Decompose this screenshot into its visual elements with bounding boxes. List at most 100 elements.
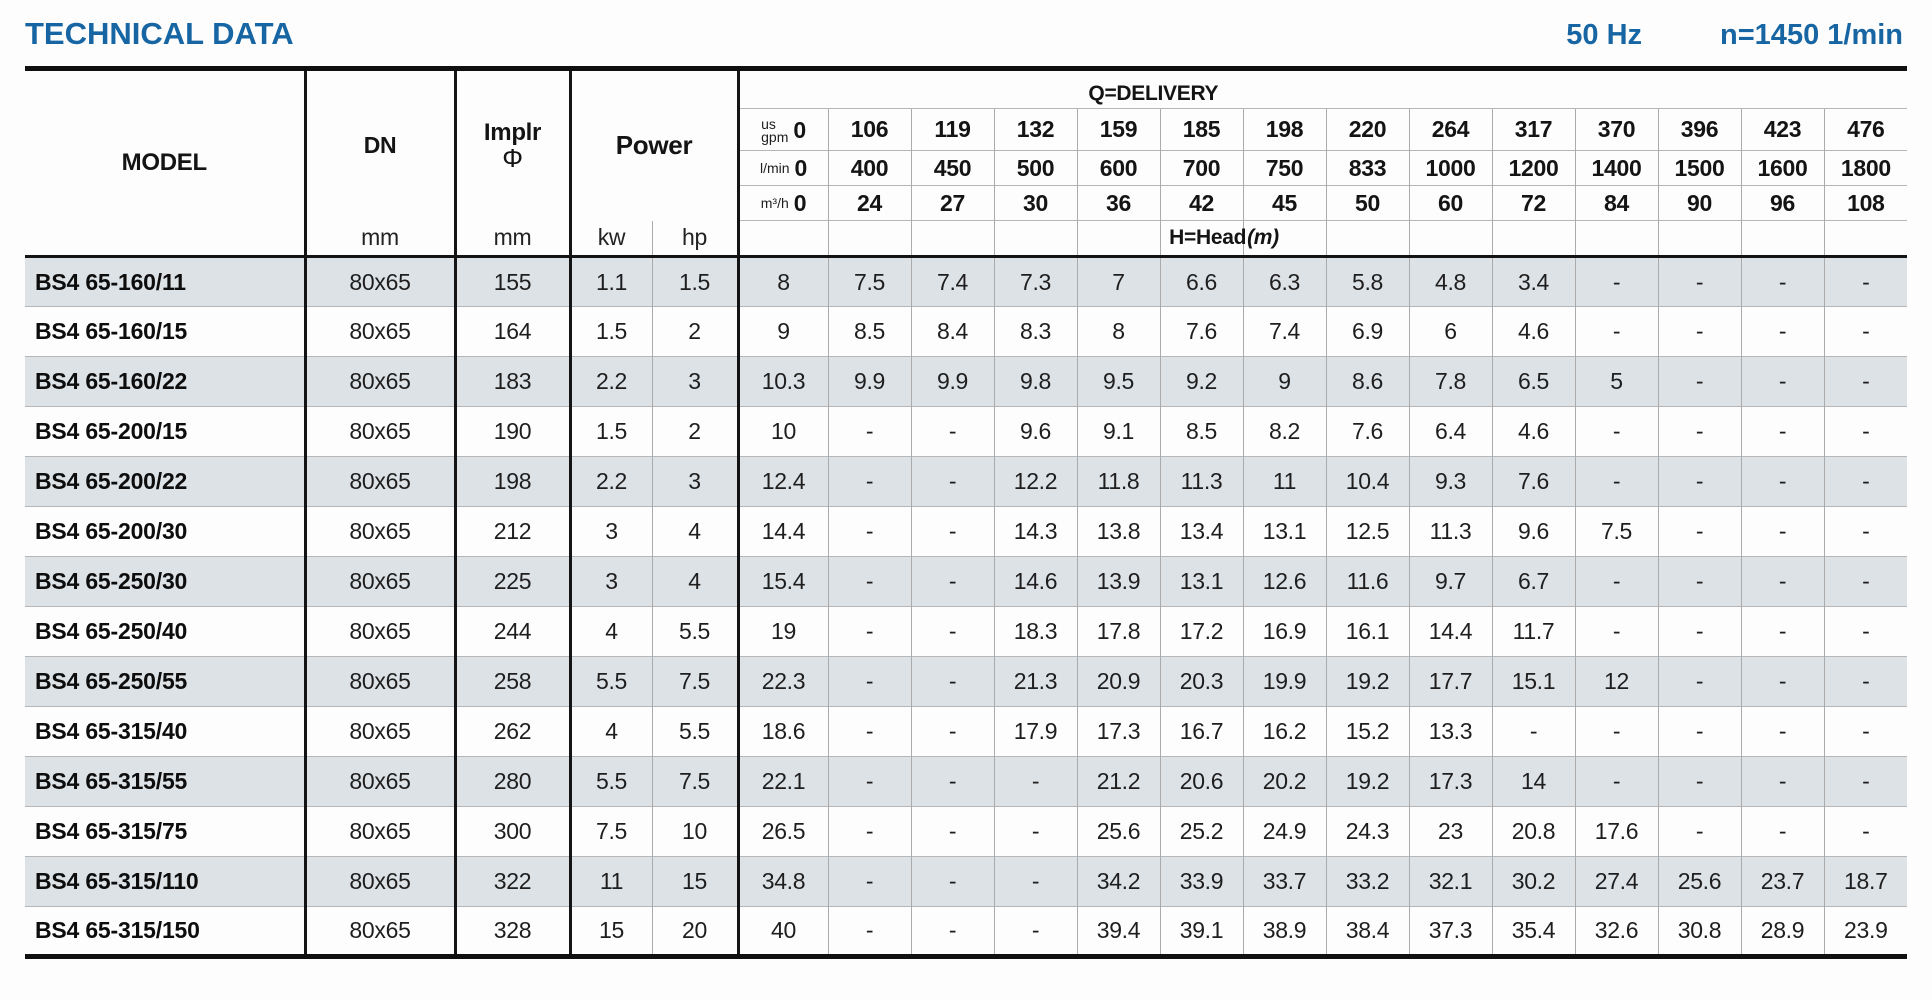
head-value-cell: - — [1823, 656, 1908, 707]
dn-cell: 80x65 — [303, 356, 455, 407]
lmin-value: 1200 — [1491, 150, 1575, 186]
kw-cell: 2.2 — [568, 356, 652, 407]
impeller-cell: 183 — [453, 356, 570, 407]
gpm-value: 159 — [1076, 108, 1160, 151]
gpm-value: 423 — [1740, 108, 1824, 151]
head-value-cell: 20.8 — [1491, 806, 1575, 857]
m3h-value: m³/h 0 — [736, 185, 828, 221]
dn-cell: 80x65 — [303, 456, 455, 507]
gpm-value: 220 — [1325, 108, 1409, 151]
head-value-cell: - — [1740, 406, 1824, 457]
head-value-cell: 17.3 — [1076, 706, 1160, 757]
hp-cell: 4 — [651, 556, 738, 607]
head-value-cell: 16.7 — [1159, 706, 1243, 757]
hp-cell: 7.5 — [651, 756, 738, 807]
kw-cell: 7.5 — [568, 806, 652, 857]
column-header-impeller: Implr Φ — [453, 68, 570, 221]
head-value-cell: 7.6 — [1159, 306, 1243, 357]
head-value-cell: - — [1823, 456, 1908, 507]
frequency-label: 50 Hz — [1566, 19, 1643, 51]
table-row: BS4 65-315/150 80x65 328 15 20 40- - -39.4 39.1 3… — [25, 906, 1908, 957]
lmin-row: l/min 0 400 450 500 600 700 750 833 1000 1200 1400 1… — [25, 150, 1908, 186]
table-row: BS4 65-160/11 80x65 155 1.1 1.5 8 7.5 7.4 7.3 7 6.… — [25, 256, 1908, 307]
impeller-cell: 244 — [453, 606, 570, 657]
head-value-cell: - — [827, 906, 911, 957]
head-value-cell: - — [1740, 606, 1824, 657]
head-value-cell: 34.2 — [1076, 856, 1160, 907]
head-value-cell: 6.4 — [1408, 406, 1492, 457]
head-value-cell: - — [1657, 556, 1741, 607]
head-value-cell: 9.8 — [993, 356, 1077, 407]
impeller-unit-label: mm — [453, 220, 570, 257]
impeller-cell: 322 — [453, 856, 570, 907]
head-value-cell: - — [1657, 606, 1741, 657]
head-value-cell: 13.9 — [1076, 556, 1160, 607]
head-value-cell: 38.9 — [1242, 906, 1326, 957]
head-value-cell: 35.4 — [1491, 906, 1575, 957]
m3h-value: 72 — [1491, 185, 1575, 221]
table-row: BS4 65-250/30 80x65 225 3 4 15.4- -14.6 13.9 13.… — [25, 556, 1908, 607]
head-value-cell: 8 — [1076, 306, 1160, 357]
head-value-cell: 24.3 — [1325, 806, 1409, 857]
head-value-cell: - — [827, 806, 911, 857]
hp-cell: 7.5 — [651, 656, 738, 707]
head-value-cell: 8.6 — [1325, 356, 1409, 407]
head-value-cell: - — [910, 706, 994, 757]
head-band-cell — [993, 220, 1077, 257]
head-value-cell: 11.3 — [1408, 506, 1492, 557]
head-value-cell: 18.7 — [1823, 856, 1908, 907]
table-row: BS4 65-315/55 80x65 280 5.5 7.5 22.1- - -21.2 20… — [25, 756, 1908, 807]
table-row: BS4 65-315/40 80x65 262 4 5.5 18.6- -17.9 17.3 1… — [25, 706, 1908, 757]
head-value-cell: 12.5 — [1325, 506, 1409, 557]
hp-cell: 20 — [651, 906, 738, 957]
head-value-cell: - — [827, 606, 911, 657]
head-value-cell: 7.6 — [1491, 456, 1575, 507]
head-value-cell: 8 — [736, 256, 828, 307]
head-value-cell: - — [1823, 406, 1908, 457]
head-band-cell: H=Head (m) — [736, 220, 1279, 257]
head-band-cell — [1740, 220, 1824, 257]
lmin-value: 750 — [1242, 150, 1326, 186]
head-value-cell: - — [1657, 506, 1741, 557]
head-value-cell: - — [910, 656, 994, 707]
model-cell: BS4 65-200/22 — [25, 456, 305, 507]
hp-cell: 15 — [651, 856, 738, 907]
gpm-value: 264 — [1408, 108, 1492, 151]
lmin-value: 833 — [1325, 150, 1409, 186]
table-row: BS4 65-200/30 80x65 212 3 4 14.4- -14.3 13.8 13.… — [25, 506, 1908, 557]
kw-cell: 1.1 — [568, 256, 652, 307]
dn-cell: 80x65 — [303, 556, 455, 607]
head-value-cell: - — [1657, 306, 1741, 357]
kw-cell: 3 — [568, 556, 652, 607]
gpm-value: 106 — [827, 108, 911, 151]
head-value-cell: 7 — [1076, 256, 1160, 307]
kw-cell: 3 — [568, 506, 652, 557]
head-value-cell: 13.1 — [1159, 556, 1243, 607]
model-cell: BS4 65-315/110 — [25, 856, 305, 907]
head-value-cell: 4.6 — [1491, 306, 1575, 357]
head-value-cell: 17.6 — [1574, 806, 1658, 857]
head-value-cell: 25.2 — [1159, 806, 1243, 857]
model-cell: BS4 65-160/22 — [25, 356, 305, 407]
hp-cell: 3 — [651, 456, 738, 507]
head-value-cell: - — [1574, 706, 1658, 757]
head-value-cell: 17.8 — [1076, 606, 1160, 657]
m3h-value: 42 — [1159, 185, 1243, 221]
m3h-value: 36 — [1076, 185, 1160, 221]
impeller-cell: 155 — [453, 256, 570, 307]
technical-data-table: MODEL DN Implr Φ Power Q=DELIVERY us gpm 0… — [25, 66, 1908, 959]
table-row: BS4 65-160/22 80x65 183 2.2 3 10.3 9.9 9.9 9.8 9.… — [25, 356, 1908, 407]
head-value-cell: - — [910, 906, 994, 957]
head-value-cell: - — [1657, 356, 1741, 407]
head-value-cell: - — [1823, 356, 1908, 407]
head-band-cell — [1408, 220, 1492, 257]
gpm-value: 185 — [1159, 108, 1243, 151]
head-value-cell: 4.6 — [1491, 406, 1575, 457]
head-value-cell: 11 — [1242, 456, 1326, 507]
table-row: BS4 65-250/40 80x65 244 4 5.5 19- -18.3 17.8 17.… — [25, 606, 1908, 657]
head-value-cell: 9.7 — [1408, 556, 1492, 607]
dn-cell: 80x65 — [303, 506, 455, 557]
head-value-cell: 8.5 — [1159, 406, 1243, 457]
impeller-cell: 225 — [453, 556, 570, 607]
model-cell: BS4 65-250/55 — [25, 656, 305, 707]
